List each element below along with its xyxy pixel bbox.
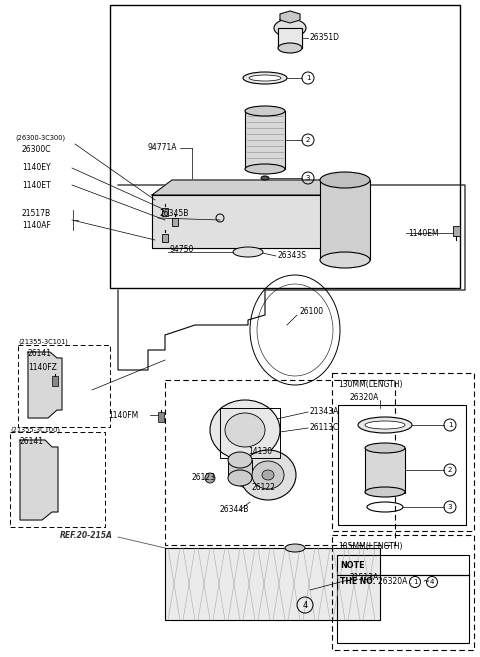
- Ellipse shape: [278, 43, 302, 53]
- Text: 1140FZ: 1140FZ: [28, 363, 57, 373]
- Ellipse shape: [225, 413, 265, 447]
- Text: ~: ~: [422, 578, 429, 587]
- Text: 26343S: 26343S: [278, 252, 307, 260]
- Text: 14130: 14130: [248, 447, 272, 457]
- Text: 26141: 26141: [20, 438, 44, 447]
- Text: 26320A :: 26320A :: [378, 578, 415, 587]
- Text: 2: 2: [306, 137, 310, 143]
- Text: 94750: 94750: [170, 246, 194, 254]
- Ellipse shape: [243, 72, 287, 84]
- Polygon shape: [20, 440, 58, 520]
- Text: 26141: 26141: [28, 350, 52, 359]
- Ellipse shape: [262, 470, 274, 480]
- Ellipse shape: [210, 400, 280, 460]
- Text: 1140EM: 1140EM: [408, 229, 439, 237]
- Bar: [365, 448, 405, 493]
- Text: 26300C: 26300C: [22, 145, 51, 154]
- Text: 4: 4: [430, 579, 434, 585]
- Bar: [110, 5, 460, 288]
- Circle shape: [205, 473, 215, 483]
- Text: 1140AF: 1140AF: [22, 221, 51, 231]
- Text: 1: 1: [413, 579, 417, 585]
- Bar: [320, 180, 370, 260]
- Bar: [18, 345, 110, 427]
- Ellipse shape: [320, 252, 370, 268]
- Text: THE NO.: THE NO.: [340, 578, 375, 587]
- Text: (26300-3C300): (26300-3C300): [15, 135, 65, 141]
- Ellipse shape: [365, 443, 405, 453]
- Text: 26113C: 26113C: [310, 424, 339, 432]
- Polygon shape: [340, 180, 360, 248]
- Text: 1140ET: 1140ET: [22, 181, 50, 189]
- Ellipse shape: [285, 544, 305, 552]
- Text: 1140FM: 1140FM: [108, 411, 138, 420]
- Text: 26320A: 26320A: [350, 392, 379, 401]
- Ellipse shape: [365, 421, 405, 429]
- Bar: [10, 432, 105, 527]
- Bar: [338, 405, 466, 525]
- Text: 26122: 26122: [252, 484, 276, 493]
- Ellipse shape: [233, 247, 263, 257]
- Text: 26351D: 26351D: [310, 34, 340, 43]
- Text: 21343A: 21343A: [310, 407, 339, 417]
- Text: 26123: 26123: [192, 472, 216, 482]
- Bar: [220, 408, 280, 458]
- Ellipse shape: [249, 75, 281, 81]
- Bar: [228, 460, 252, 478]
- Text: 1: 1: [306, 75, 310, 81]
- Text: 94771A: 94771A: [148, 143, 178, 152]
- Bar: [245, 111, 285, 169]
- Text: 21513A: 21513A: [350, 574, 379, 583]
- Bar: [52, 376, 58, 386]
- Ellipse shape: [228, 470, 252, 486]
- Polygon shape: [152, 195, 340, 248]
- Ellipse shape: [358, 417, 412, 433]
- Bar: [165, 380, 395, 545]
- Polygon shape: [280, 11, 300, 23]
- Bar: [278, 28, 302, 48]
- Polygon shape: [28, 352, 62, 418]
- Ellipse shape: [320, 172, 370, 188]
- Text: 26344B: 26344B: [220, 505, 250, 514]
- Ellipse shape: [365, 487, 405, 497]
- Ellipse shape: [245, 106, 285, 116]
- Text: 3: 3: [448, 504, 452, 510]
- Bar: [162, 208, 168, 216]
- Text: NOTE: NOTE: [340, 560, 364, 570]
- Text: (21355-3C101): (21355-3C101): [18, 339, 68, 345]
- Text: 2: 2: [448, 467, 452, 473]
- Text: (21355-3C100): (21355-3C100): [10, 427, 60, 433]
- Bar: [172, 218, 178, 226]
- Ellipse shape: [245, 164, 285, 174]
- Ellipse shape: [240, 450, 296, 500]
- Text: 3: 3: [306, 175, 310, 181]
- Text: REF.20-215A: REF.20-215A: [60, 530, 113, 539]
- Bar: [332, 535, 474, 650]
- Text: 1: 1: [448, 422, 452, 428]
- Polygon shape: [152, 180, 360, 195]
- Text: 130MM(LENGTH): 130MM(LENGTH): [338, 380, 403, 390]
- Text: 4: 4: [302, 600, 308, 610]
- Polygon shape: [165, 548, 380, 620]
- Ellipse shape: [274, 19, 306, 37]
- Ellipse shape: [252, 461, 284, 489]
- Bar: [337, 555, 469, 643]
- Text: 21517B: 21517B: [22, 210, 51, 219]
- Bar: [162, 234, 168, 242]
- Text: 26100: 26100: [300, 307, 324, 317]
- Bar: [453, 226, 460, 236]
- Ellipse shape: [261, 176, 269, 180]
- Ellipse shape: [228, 452, 252, 468]
- Bar: [332, 373, 474, 531]
- Text: 105MM(LENGTH): 105MM(LENGTH): [338, 543, 403, 551]
- Bar: [158, 412, 164, 422]
- Text: 1140EY: 1140EY: [22, 164, 50, 173]
- Text: 26345B: 26345B: [160, 210, 190, 219]
